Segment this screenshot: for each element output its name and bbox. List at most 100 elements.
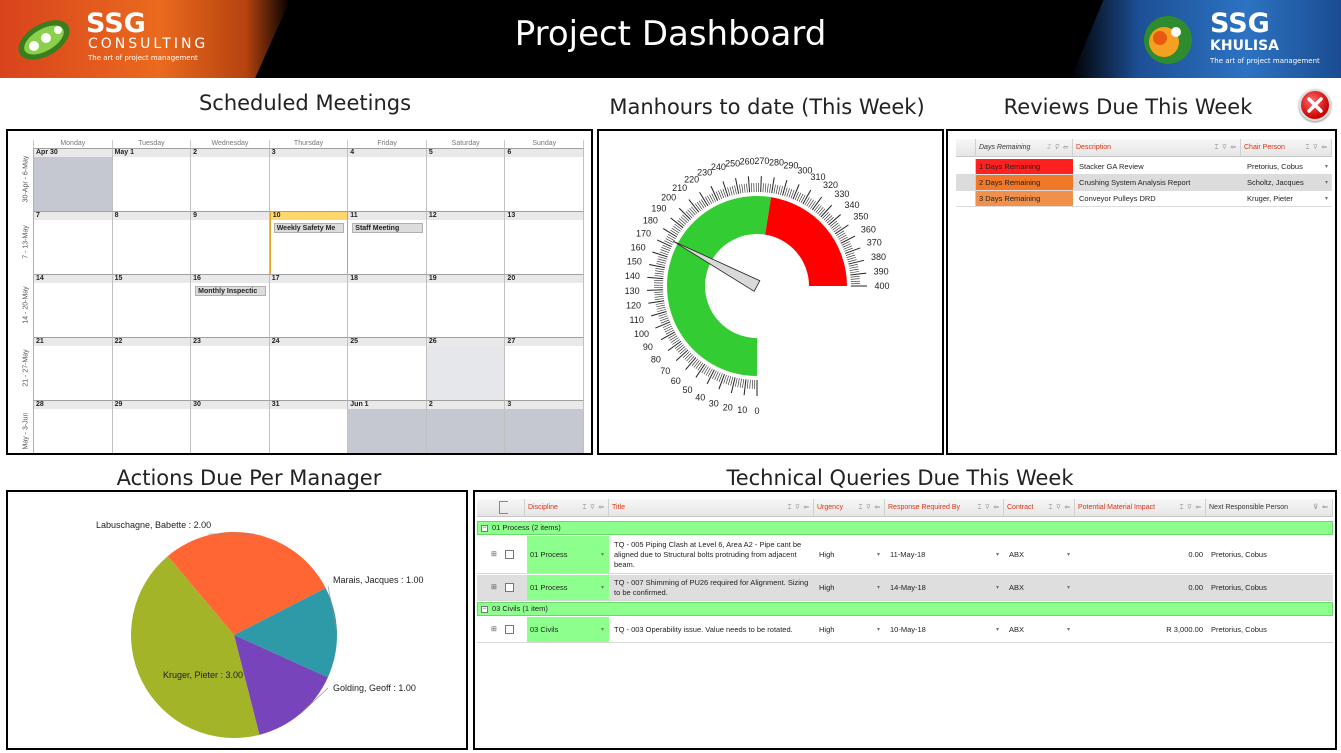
chevron-down-icon[interactable]: ▾: [1324, 180, 1328, 186]
calendar-day-cell[interactable]: 22: [112, 337, 192, 400]
tq-urgency-cell[interactable]: High ▾: [816, 536, 885, 573]
calendar-day-cell[interactable]: 10: [269, 211, 349, 274]
tq-discipline-cell[interactable]: 01 Process ▾: [527, 536, 609, 573]
calendar-day-cell[interactable]: 2: [191, 148, 270, 211]
tq-row-checkbox[interactable]: [505, 625, 514, 634]
chevron-down-icon[interactable]: ▾: [876, 551, 880, 558]
chevron-down-icon[interactable]: ▾: [1066, 551, 1070, 558]
calendar-day-cell[interactable]: Jun 1: [348, 400, 427, 453]
expand-icon[interactable]: ⊞: [491, 584, 497, 591]
tq-contract-cell[interactable]: ABX ▾: [1006, 536, 1075, 573]
tq-col-person[interactable]: Next Responsible Person ⊽ ⇐: [1206, 499, 1333, 517]
collapse-icon[interactable]: −: [481, 606, 488, 613]
tq-col-urgency[interactable]: Urgency ⌶ ⊽ ⇐: [814, 499, 885, 517]
tq-urgency-cell[interactable]: High ▾: [816, 617, 885, 642]
tq-row-checkbox[interactable]: [505, 583, 514, 592]
pie-slice[interactable]: [130, 556, 260, 738]
calendar-day-cell[interactable]: 5: [426, 148, 506, 211]
calendar-day-cell[interactable]: 18: [348, 274, 427, 337]
tq-row[interactable]: ⊞ 03 Civils ▾ TQ - 003 Operability issue. V…: [477, 617, 1333, 643]
chevron-down-icon[interactable]: ▾: [995, 551, 999, 558]
calendar-day-cell[interactable]: Apr 30: [34, 148, 113, 211]
reviews-col-chair[interactable]: Chair Person ⌶ ⊽ ⇐: [1241, 139, 1332, 157]
expand-icon[interactable]: ⊞: [491, 626, 497, 633]
chevron-down-icon[interactable]: ▾: [1324, 164, 1328, 170]
calendar-day-cell[interactable]: May 1: [112, 148, 192, 211]
reviews-row[interactable]: 1 Days Remaining Stacker GA Review Pretori…: [956, 159, 1332, 175]
calendar-appointment[interactable]: Monthly Inspectic: [195, 286, 266, 296]
calendar-day-cell[interactable]: 25: [348, 337, 427, 400]
tq-row[interactable]: ⊞ 01 Process ▾ TQ - 005 Piping Clash at Lev…: [477, 536, 1333, 574]
tq-col-title[interactable]: Title ⌶ ⊽ ⇐: [609, 499, 814, 517]
tq-response-date-cell[interactable]: 14-May-18 ▾: [887, 575, 1004, 600]
chevron-down-icon[interactable]: ▾: [995, 584, 999, 591]
close-button[interactable]: [1299, 89, 1331, 121]
tq-col-response[interactable]: Response Required By ⌶ ⊽ ⇐: [885, 499, 1004, 517]
tq-col-contract[interactable]: Contract ⌶ ⊽ ⇐: [1004, 499, 1075, 517]
tq-col-discipline[interactable]: Discipline ⌶ ⊽ ⇐: [525, 499, 609, 517]
calendar-day-cell[interactable]: 4: [348, 148, 427, 211]
calendar-day-cell[interactable]: 24: [269, 337, 349, 400]
tq-discipline-cell[interactable]: 03 Civils ▾: [527, 617, 609, 642]
pie-slice[interactable]: [234, 588, 337, 678]
calendar-day-cell[interactable]: 30: [191, 400, 270, 453]
calendar-appointment[interactable]: Weekly Safety Me: [273, 223, 345, 233]
chevron-down-icon[interactable]: ▾: [600, 584, 604, 591]
calendar-day-cell[interactable]: 15: [112, 274, 192, 337]
reviews-row[interactable]: 3 Days Remaining Conveyor Pulleys DRD Krug…: [956, 191, 1332, 207]
calendar-day-cell[interactable]: 27: [505, 337, 584, 400]
reviews-col-days[interactable]: Days Remaining ⌶ ⊽ ⇐: [976, 139, 1073, 157]
pie-slice[interactable]: [167, 532, 326, 635]
calendar-day-cell[interactable]: 23: [191, 337, 270, 400]
chevron-down-icon[interactable]: ▾: [600, 551, 604, 558]
tq-group-row[interactable]: −01 Process (2 items): [477, 521, 1333, 535]
tq-discipline-cell[interactable]: 01 Process ▾: [527, 575, 609, 600]
chevron-down-icon[interactable]: ▾: [1324, 196, 1328, 202]
calendar-day-cell[interactable]: 7: [34, 211, 113, 274]
collapse-icon[interactable]: −: [481, 525, 488, 532]
chevron-down-icon[interactable]: ▾: [1066, 584, 1070, 591]
reviews-row-selector[interactable]: [956, 191, 976, 206]
reviews-col-description[interactable]: Description ⌶ ⊽ ⇐: [1073, 139, 1241, 157]
tq-contract-cell[interactable]: ABX ▾: [1006, 575, 1075, 600]
chevron-down-icon[interactable]: ▾: [1066, 626, 1070, 633]
calendar-day-cell[interactable]: 16: [191, 274, 270, 337]
tq-row[interactable]: ⊞ 01 Process ▾ TQ - 007 Shimming of PU26 re…: [477, 575, 1333, 601]
calendar-day-cell[interactable]: 6: [505, 148, 584, 211]
tq-urgency-cell[interactable]: High ▾: [816, 575, 885, 600]
tq-row-checkbox[interactable]: [505, 550, 514, 559]
calendar-day-cell[interactable]: 26: [426, 337, 506, 400]
tq-contract-cell[interactable]: ABX ▾: [1006, 617, 1075, 642]
calendar-day-cell[interactable]: 31: [269, 400, 349, 453]
tq-response-date-cell[interactable]: 10-May-18 ▾: [887, 617, 1004, 642]
reviews-chair-person[interactable]: Pretorius, Cobus ▾: [1244, 159, 1332, 174]
calendar-day-cell[interactable]: 3: [505, 400, 584, 453]
tq-col-impact[interactable]: Potential Material Impact ⌶ ⊽ ⇐: [1075, 499, 1206, 517]
chevron-down-icon[interactable]: ▾: [876, 626, 880, 633]
reviews-row-selector[interactable]: [956, 159, 976, 174]
expand-icon[interactable]: ⊞: [491, 551, 497, 558]
calendar-day-cell[interactable]: 20: [505, 274, 584, 337]
calendar-day-cell[interactable]: 29: [112, 400, 192, 453]
chevron-down-icon[interactable]: ▾: [600, 626, 604, 633]
reviews-row-selector[interactable]: [956, 175, 976, 190]
calendar-day-cell[interactable]: 21: [34, 337, 113, 400]
calendar-day-cell[interactable]: 13: [505, 211, 584, 274]
tq-response-date-cell[interactable]: 11-May-18 ▾: [887, 536, 1004, 573]
calendar-day-cell[interactable]: 28: [34, 400, 113, 453]
calendar-day-cell[interactable]: 19: [426, 274, 506, 337]
calendar-day-cell[interactable]: 17: [269, 274, 349, 337]
calendar-day-cell[interactable]: 8: [112, 211, 192, 274]
reviews-chair-person[interactable]: Scholtz, Jacques ▾: [1244, 175, 1332, 190]
calendar-day-cell[interactable]: 3: [269, 148, 349, 211]
calendar-appointment[interactable]: Staff Meeting: [352, 223, 423, 233]
calendar-day-cell[interactable]: 9: [191, 211, 270, 274]
calendar-day-cell[interactable]: 2: [426, 400, 506, 453]
calendar-day-cell[interactable]: 12: [426, 211, 506, 274]
reviews-row[interactable]: 2 Days Remaining Crushing System Analysis…: [956, 175, 1332, 191]
tq-group-row[interactable]: −03 Civils (1 item): [477, 602, 1333, 616]
calendar-day-cell[interactable]: 14: [34, 274, 113, 337]
chevron-down-icon[interactable]: ▾: [876, 584, 880, 591]
chevron-down-icon[interactable]: ▾: [995, 626, 999, 633]
